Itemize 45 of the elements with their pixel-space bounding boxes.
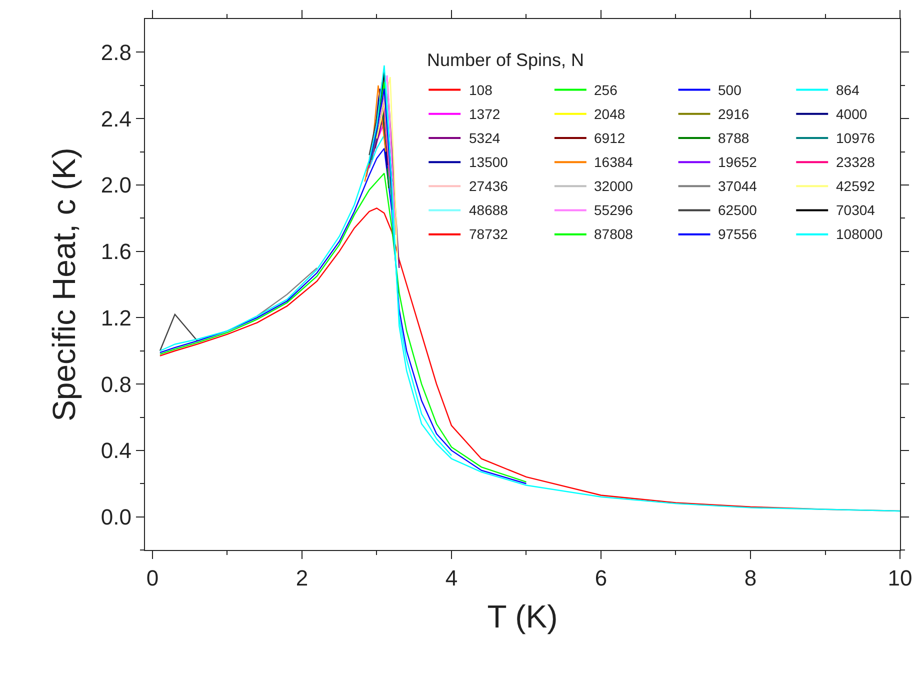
- legend-label: 10976: [836, 130, 876, 146]
- legend-label: 256: [594, 82, 618, 98]
- legend-label: 42592: [836, 178, 876, 194]
- x-tick-label: 0: [146, 566, 159, 590]
- x-tick-label: 10: [888, 566, 912, 590]
- legend-label: 97556: [718, 226, 758, 242]
- x-axis-title: T (K): [487, 598, 558, 634]
- legend-label: 5324: [469, 130, 500, 146]
- legend-label: 32000: [594, 178, 634, 194]
- legend-label: 864: [836, 82, 860, 98]
- x-tick-label: 8: [744, 566, 757, 590]
- legend-label: 48688: [469, 202, 508, 218]
- y-tick-label: 1.2: [100, 305, 132, 330]
- legend-label: 16384: [594, 154, 634, 170]
- legend-label: 6912: [594, 130, 626, 146]
- y-tick-label: 0.8: [100, 372, 132, 397]
- y-tick-label: 2.4: [100, 106, 132, 132]
- legend-label: 70304: [836, 202, 876, 218]
- legend-label: 23328: [836, 154, 876, 170]
- y-tick-label: 2.8: [100, 40, 132, 65]
- legend-label: 37044: [718, 178, 758, 194]
- legend-label: 8788: [718, 130, 750, 146]
- x-tick-label: 2: [296, 566, 308, 590]
- legend-label: 500: [718, 82, 742, 98]
- legend-label: 78732: [469, 226, 508, 242]
- text: 0.0: [100, 504, 132, 530]
- legend-label: 55296: [594, 202, 634, 218]
- legend-label: 1372: [469, 106, 500, 122]
- legend-label: 13500: [469, 154, 508, 170]
- legend-label: 108000: [836, 226, 883, 242]
- x-tick-label: 6: [594, 566, 608, 590]
- legend-title: Number of Spins, N: [427, 50, 584, 70]
- text: 2.0: [100, 172, 132, 198]
- y-tick-label: 0.4: [100, 438, 132, 464]
- legend-label: 62500: [718, 202, 758, 218]
- y-axis-title: Specific Heat, c (K): [46, 148, 82, 422]
- legend-label: 4000: [836, 106, 868, 122]
- legend-label: 2916: [718, 106, 750, 122]
- y-tick-label: 1.6: [100, 239, 132, 264]
- legend-label: 27436: [469, 178, 508, 194]
- legend-label: 2048: [594, 106, 626, 122]
- legend-label: 108: [469, 82, 493, 98]
- legend-label: 87808: [594, 226, 634, 242]
- x-tick-label: 4: [445, 566, 458, 590]
- legend-label: 19652: [718, 154, 758, 170]
